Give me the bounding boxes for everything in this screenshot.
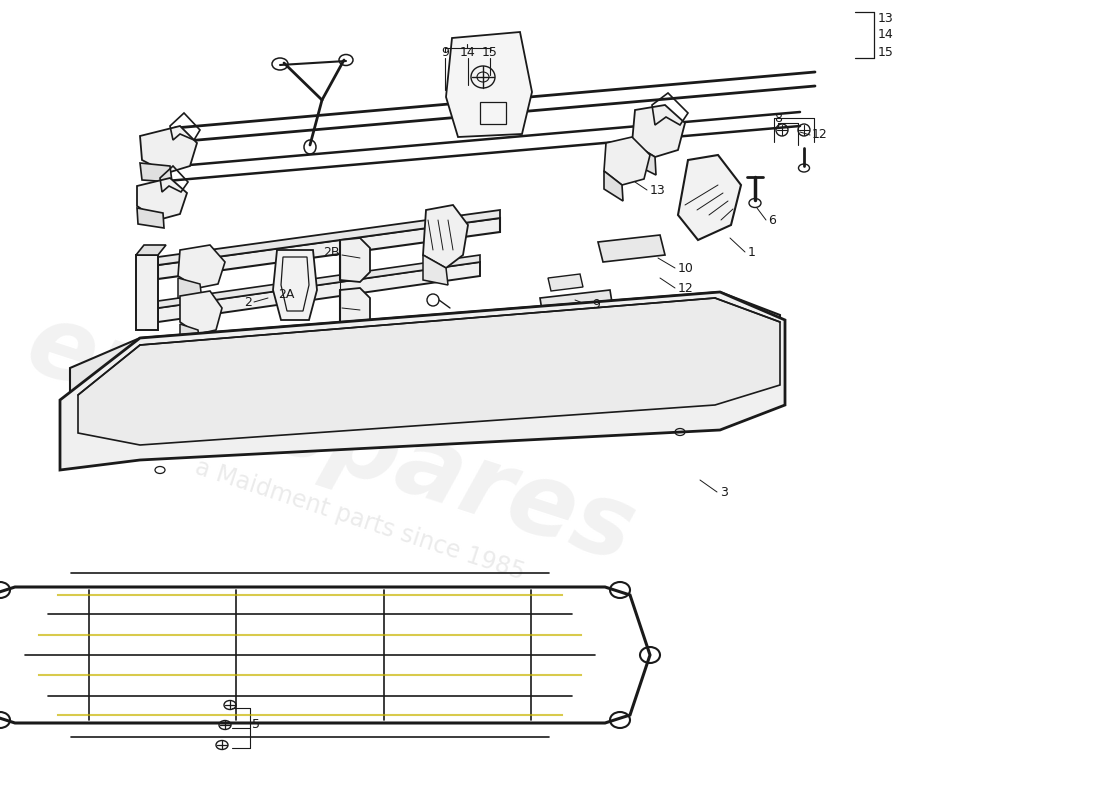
Text: 15: 15: [878, 46, 894, 58]
Polygon shape: [70, 292, 780, 447]
Polygon shape: [424, 255, 448, 285]
Polygon shape: [138, 178, 187, 220]
Text: 13: 13: [878, 11, 893, 25]
Text: 6: 6: [768, 214, 776, 226]
Text: 3: 3: [720, 486, 728, 498]
Polygon shape: [678, 155, 741, 240]
Text: a Maidment parts since 1985: a Maidment parts since 1985: [192, 455, 528, 585]
Polygon shape: [446, 32, 532, 137]
Polygon shape: [632, 105, 685, 157]
Text: 8: 8: [774, 111, 782, 125]
Polygon shape: [140, 126, 197, 173]
Text: 12: 12: [678, 282, 694, 294]
Polygon shape: [632, 143, 656, 175]
Polygon shape: [158, 262, 480, 322]
Text: 9: 9: [592, 298, 600, 311]
Text: 9: 9: [441, 46, 449, 58]
Text: 11: 11: [136, 415, 152, 429]
Polygon shape: [158, 255, 480, 308]
Polygon shape: [598, 235, 666, 262]
Polygon shape: [138, 208, 164, 228]
Text: 11: 11: [621, 318, 638, 331]
Polygon shape: [340, 288, 370, 332]
Polygon shape: [180, 324, 200, 346]
Text: 15: 15: [482, 46, 498, 58]
Text: 12: 12: [812, 129, 827, 142]
Polygon shape: [540, 290, 614, 323]
Text: 2A: 2A: [278, 289, 295, 302]
Polygon shape: [136, 245, 166, 255]
Text: 5: 5: [252, 718, 260, 731]
Text: 14: 14: [878, 29, 893, 42]
Polygon shape: [78, 298, 780, 445]
Text: 9: 9: [154, 386, 162, 399]
Text: 10: 10: [678, 262, 694, 274]
Text: 2: 2: [244, 295, 252, 309]
Polygon shape: [178, 278, 202, 300]
Polygon shape: [180, 291, 222, 334]
Polygon shape: [136, 255, 158, 330]
Polygon shape: [604, 137, 650, 185]
Text: 12: 12: [337, 349, 352, 362]
Polygon shape: [340, 238, 370, 282]
Text: 14: 14: [460, 46, 476, 58]
Polygon shape: [178, 245, 226, 288]
Text: 2B: 2B: [323, 246, 340, 258]
Polygon shape: [273, 250, 317, 320]
Polygon shape: [604, 171, 623, 201]
Polygon shape: [158, 210, 501, 265]
Text: 1: 1: [748, 246, 756, 258]
Polygon shape: [424, 205, 468, 268]
Polygon shape: [170, 388, 200, 402]
Text: eurospares: eurospares: [14, 296, 646, 584]
Text: 13: 13: [650, 183, 666, 197]
Polygon shape: [548, 274, 583, 291]
Polygon shape: [140, 163, 172, 182]
Polygon shape: [158, 408, 235, 438]
Polygon shape: [158, 218, 501, 279]
Polygon shape: [60, 292, 785, 470]
